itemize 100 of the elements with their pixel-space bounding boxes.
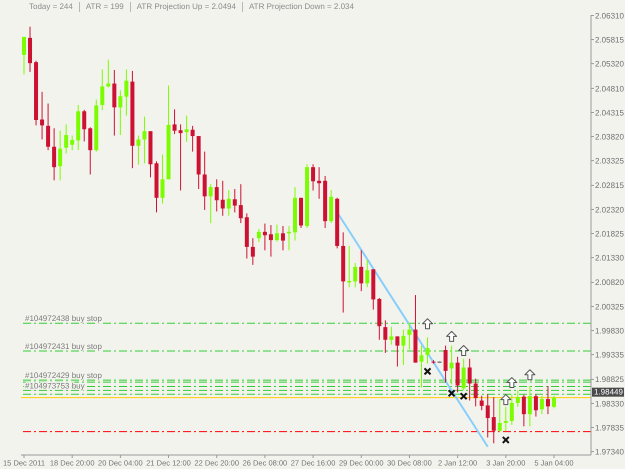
point: [446, 330, 458, 342]
candlestick: [383, 320, 388, 354]
candlestick: [58, 130, 62, 181]
ref-line-label: #104972431 buy stop: [25, 342, 103, 351]
point: [500, 394, 512, 406]
candlestick: [100, 68, 104, 111]
candlestick: [311, 164, 316, 192]
y-tick-label: 1.99335: [595, 350, 624, 360]
point: [458, 344, 470, 356]
candlestick: [220, 180, 225, 216]
candlestick: [552, 395, 556, 409]
candlestick: [82, 109, 86, 142]
candlestick: [256, 228, 261, 243]
candlestick: [516, 390, 520, 408]
candlestick: [426, 336, 430, 364]
y-tick-label: 1.97340: [595, 447, 624, 456]
candlestick: [268, 224, 273, 258]
candlestick: [238, 184, 243, 224]
candlestick: [359, 250, 364, 292]
text: Today = 244: [28, 2, 74, 12]
y-tick-label: 2.02320: [595, 205, 624, 214]
candlestick: [353, 262, 358, 288]
point: [460, 392, 468, 400]
candlestick: [142, 116, 146, 164]
candlestick: [88, 126, 92, 175]
point: [448, 389, 456, 398]
point: [422, 318, 434, 330]
candlestick: [474, 378, 478, 407]
y-tick-label: 1.99830: [595, 326, 624, 336]
candlestick: [64, 124, 68, 154]
candlestick: [492, 396, 496, 444]
candlestick: [124, 68, 128, 116]
point: [502, 436, 510, 444]
candlestick: [347, 245, 352, 288]
y-tick-label: 2.02815: [595, 181, 624, 190]
text: ATR Projection Up = 2.0494: [130, 2, 242, 12]
candlestick: [395, 336, 400, 368]
candlestick: [232, 188, 237, 213]
candlestick: [389, 326, 394, 346]
candlestick: [118, 90, 122, 136]
y-tick-label: 2.04315: [595, 108, 624, 118]
candlestick: [160, 154, 165, 204]
point: [424, 367, 432, 376]
candlestick: [214, 178, 219, 212]
candlestick: [498, 398, 502, 433]
candlestick: [226, 190, 231, 216]
y-tick-label: 1.98330: [595, 399, 624, 408]
y-tick-label: 2.06310: [595, 11, 624, 20]
y-tick-label: 2.00325: [595, 302, 624, 312]
y-tick-label: 2.00820: [595, 278, 624, 288]
text: ATR = 199: [78, 2, 130, 12]
candlestick: [401, 329, 406, 366]
candlestick: [456, 356, 460, 393]
candlestick: [112, 69, 116, 136]
y-tick-label: 1.98825: [595, 375, 624, 384]
candlestick: [106, 59, 110, 88]
candlestick: [46, 102, 50, 151]
candlestick: [486, 394, 490, 438]
y-tick-label: 2.01330: [595, 253, 624, 262]
candlestick: [450, 345, 454, 386]
candlestick: [70, 135, 74, 151]
y-tick-label: 2.05815: [595, 35, 624, 44]
y-tick-label: 2.01825: [595, 229, 624, 238]
candlestick: [528, 385, 532, 427]
ref-line-label: #104972429 buy stop: [25, 371, 103, 380]
candlestick: [468, 358, 472, 402]
point: [506, 377, 518, 388]
candlestick: [546, 385, 550, 415]
candlestick: [22, 36, 26, 75]
candlestick: [504, 406, 508, 432]
candlestick: [534, 394, 538, 418]
candlestick: [280, 226, 285, 251]
ref-line-label: #104972438 buy stop: [25, 314, 103, 324]
candlestick: [510, 394, 514, 426]
candlestick: [40, 91, 44, 140]
candlestick: [190, 125, 195, 152]
candlestick: [462, 358, 466, 391]
candlestick: [136, 135, 140, 166]
y-tick-label: 1.97835: [595, 423, 624, 432]
candlestick: [407, 322, 412, 350]
candlestick: [522, 394, 526, 427]
y-tick-label: 2.03820: [595, 132, 624, 142]
candlestick: [208, 184, 213, 224]
candlestick: [286, 226, 291, 251]
text: ATR Projection Down = 2.034: [242, 2, 360, 12]
candlestick: [419, 345, 424, 388]
candlestick: [250, 238, 255, 266]
candlestick: [178, 124, 183, 192]
candlestick: [172, 108, 177, 135]
candlestick: [480, 395, 484, 411]
candlestick: [444, 345, 448, 384]
candlestick: [202, 151, 207, 210]
candlestick: [52, 128, 56, 181]
y-tick-label: 2.03325: [595, 156, 624, 166]
candlestick: [274, 224, 279, 242]
point: [524, 369, 536, 380]
y-tick-label: 2.05320: [595, 59, 624, 68]
candlestick: [540, 395, 544, 415]
candlestick: [365, 260, 370, 288]
y-tick-label: 2.04810: [595, 84, 624, 94]
